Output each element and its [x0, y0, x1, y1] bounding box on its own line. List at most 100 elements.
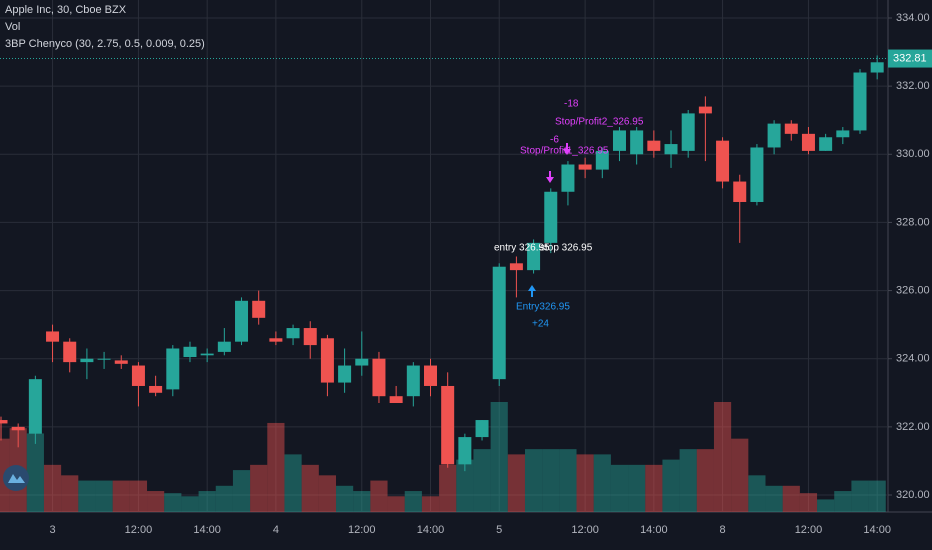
- y-tick-label: 328.00: [896, 216, 930, 228]
- candle-body: [527, 242, 541, 271]
- candle-body: [458, 437, 472, 465]
- candle-body: [11, 426, 25, 431]
- candle-body: [870, 62, 884, 73]
- annotation: +24: [532, 319, 549, 330]
- candle-body: [441, 385, 455, 465]
- candle-body: [63, 341, 77, 363]
- candle-body: [509, 263, 523, 271]
- annotation: Stop/Profit2_326.95: [555, 117, 644, 128]
- candle-body: [716, 140, 730, 182]
- candle-body: [303, 328, 317, 346]
- candle-body: [166, 348, 180, 390]
- volume-bar: [112, 480, 130, 512]
- volume-bar: [336, 485, 354, 512]
- candle-body: [97, 358, 111, 360]
- volume-bar: [232, 470, 251, 512]
- candle-body: [630, 130, 644, 155]
- y-tick-label: 334.00: [896, 12, 930, 24]
- candle-body: [853, 72, 867, 131]
- volume-bar: [817, 499, 835, 512]
- candle-body: [544, 191, 558, 243]
- candle-body: [338, 365, 352, 383]
- last-price-label: 332.81: [893, 52, 927, 64]
- volume-bar: [645, 464, 663, 512]
- x-tick-label: 5: [496, 524, 502, 536]
- volume-bar: [507, 454, 525, 512]
- volume-bar: [370, 480, 388, 512]
- volume-bar: [782, 485, 800, 512]
- volume-bar: [78, 480, 96, 512]
- y-tick-label: 324.00: [896, 353, 930, 365]
- candle-body: [0, 420, 8, 424]
- candle-body: [200, 353, 214, 356]
- y-tick-label: 326.00: [896, 284, 930, 296]
- volume-bar: [198, 491, 216, 512]
- x-tick-label: 12:00: [125, 524, 153, 536]
- volume-bar: [628, 464, 646, 512]
- volume-bar: [713, 402, 732, 512]
- volume-bar: [662, 459, 680, 512]
- volume-bar: [181, 496, 199, 512]
- candle-body: [286, 328, 300, 339]
- volume-bar: [439, 464, 457, 512]
- y-tick-label: 332.00: [896, 80, 930, 92]
- stop-arrow: [546, 171, 554, 183]
- candle-body: [149, 385, 163, 393]
- candle-body: [372, 358, 386, 397]
- candle-body: [595, 150, 609, 170]
- logo-icon: [8, 474, 25, 483]
- candle-body: [698, 106, 712, 114]
- volume-bar: [696, 449, 714, 512]
- volume-bar: [731, 438, 749, 512]
- plot: [0, 0, 888, 512]
- volume-bar: [61, 475, 79, 512]
- candle-body: [733, 181, 747, 202]
- volume-bar: [353, 491, 371, 512]
- volume-bar: [404, 491, 422, 512]
- x-tick-label: 4: [273, 524, 279, 536]
- candle-body: [647, 140, 661, 151]
- annotation: stop 326.95: [540, 243, 593, 254]
- volume-bar: [799, 493, 818, 512]
- volume-bar: [164, 493, 182, 512]
- candle-body: [578, 164, 592, 170]
- candle-body: [475, 420, 489, 438]
- candle-body: [80, 358, 94, 363]
- volume-bar: [851, 480, 869, 512]
- candle-body: [819, 137, 833, 151]
- volume-bar: [215, 485, 233, 512]
- x-tick-label: 12:00: [348, 524, 376, 536]
- candle-body: [612, 130, 626, 151]
- volume-bar: [610, 464, 629, 512]
- candle-body: [46, 331, 60, 342]
- logo[interactable]: [3, 465, 29, 491]
- annotation: entry 326.95: [494, 243, 550, 254]
- volume-bar: [490, 402, 508, 512]
- candle-body: [664, 144, 678, 155]
- candle-body: [750, 147, 764, 202]
- volume-bar: [26, 433, 44, 512]
- volume-bar: [147, 491, 165, 512]
- candle-body: [784, 123, 798, 134]
- candle-body: [28, 379, 42, 434]
- volume-bar: [421, 496, 440, 512]
- volume-bar: [387, 496, 405, 512]
- chart-title: Apple Inc, 30, Cboe BZX: [5, 4, 127, 16]
- candle-body: [235, 300, 249, 342]
- candle-body: [217, 341, 231, 352]
- candle-body: [406, 365, 420, 397]
- annotation: -18: [564, 99, 579, 110]
- volume-bar: [95, 480, 113, 512]
- y-tick-label: 320.00: [896, 489, 930, 501]
- candle-body: [561, 164, 575, 192]
- entry-arrow: [528, 285, 536, 297]
- candle-body: [681, 113, 695, 151]
- volume-bar: [542, 449, 560, 512]
- volume-bar: [284, 454, 302, 512]
- volume-bar: [456, 459, 474, 512]
- volume-bar: [559, 449, 577, 512]
- volume-bar: [748, 475, 766, 512]
- candle-body: [183, 346, 197, 358]
- candle-body: [767, 123, 781, 148]
